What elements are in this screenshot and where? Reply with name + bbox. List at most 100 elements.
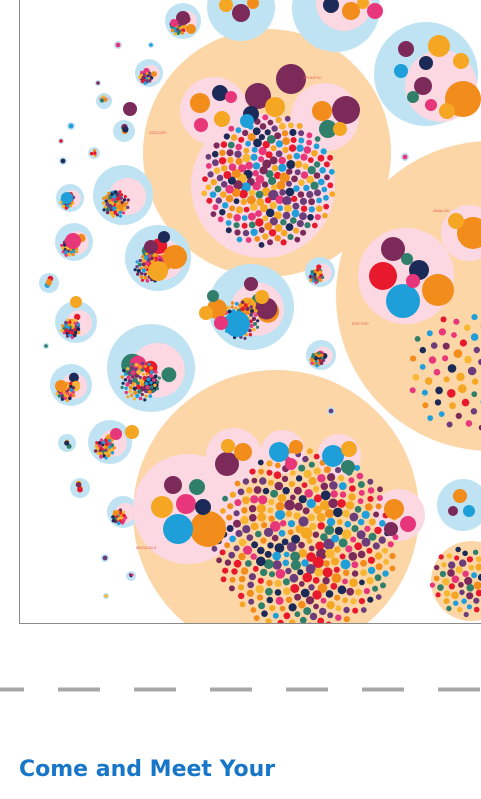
leaf-circle	[228, 125, 235, 132]
leaf-circle	[68, 123, 74, 129]
leaf-circle	[289, 494, 296, 501]
leaf-circle	[207, 290, 219, 302]
leaf-circle	[134, 363, 139, 367]
leaf-circle	[226, 305, 230, 310]
leaf-circle	[306, 139, 312, 146]
leaf-circle	[389, 553, 396, 560]
leaf-circle	[274, 543, 285, 553]
leaf-circle	[149, 43, 153, 47]
leaf-circle	[307, 513, 315, 522]
leaf-circle	[428, 35, 450, 57]
leaf-circle	[289, 440, 303, 454]
leaf-circle	[308, 461, 315, 468]
leaf-circle	[379, 520, 386, 527]
leaf-circle	[101, 201, 106, 205]
leaf-circle	[245, 311, 249, 315]
leaf-circle	[336, 519, 343, 525]
leaf-circle	[245, 140, 252, 147]
leaf-circle	[345, 501, 355, 510]
leaf-circle	[180, 31, 184, 35]
leaf-circle	[470, 408, 478, 415]
leaf-circle	[107, 198, 112, 203]
leaf-circle	[478, 424, 481, 431]
leaf-circle	[249, 514, 257, 522]
leaf-circle	[275, 116, 282, 124]
leaf-circle	[253, 486, 262, 494]
leaf-circle	[303, 469, 312, 479]
leaf-circle	[235, 206, 243, 214]
leaf-circle	[281, 475, 289, 483]
leaf-circle	[130, 393, 134, 397]
leaf-circle	[297, 191, 305, 198]
leaf-circle	[122, 369, 126, 373]
leaf-circle	[295, 475, 303, 482]
leaf-circle	[238, 584, 245, 591]
leaf-circle	[152, 389, 156, 393]
leaf-circle	[339, 491, 347, 498]
leaf-circle	[62, 243, 67, 247]
leaf-circle	[57, 394, 62, 398]
leaf-circle	[406, 274, 420, 288]
leaf-circle	[433, 575, 440, 582]
leaf-circle	[350, 536, 357, 543]
leaf-circle	[268, 176, 277, 186]
leaf-circle	[314, 281, 318, 285]
leaf-circle	[155, 380, 160, 384]
leaf-circle	[151, 496, 173, 518]
leaf-circle	[60, 397, 64, 401]
leaf-circle	[255, 530, 262, 538]
leaf-circle	[448, 213, 464, 229]
leaf-circle	[465, 420, 473, 427]
leaf-circle	[97, 443, 102, 448]
leaf-circle	[258, 495, 268, 505]
leaf-circle	[354, 464, 361, 471]
leaf-circle	[333, 507, 343, 518]
leaf-circle	[248, 333, 253, 337]
leaf-circle	[268, 515, 275, 522]
leaf-circle	[163, 514, 193, 544]
leaf-circle	[250, 153, 258, 161]
leaf-circle	[272, 612, 279, 619]
leaf-circle	[290, 137, 297, 143]
leaf-circle	[112, 446, 116, 450]
leaf-circle	[302, 572, 313, 583]
leaf-circle	[104, 456, 108, 460]
leaf-circle	[225, 185, 234, 194]
leaf-circle	[155, 387, 159, 391]
leaf-circle	[131, 375, 135, 379]
leaf-circle	[119, 206, 124, 212]
leaf-circle	[422, 402, 429, 409]
leaf-circle	[199, 306, 213, 320]
leaf-circle	[307, 214, 314, 221]
leaf-circle	[322, 445, 344, 467]
leaf-circle	[326, 601, 335, 610]
leaf-circle	[351, 561, 359, 569]
leaf-circle	[255, 175, 265, 184]
leaf-circle	[235, 127, 242, 134]
leaf-circle	[225, 227, 232, 234]
leaf-circle	[343, 569, 350, 576]
leaf-circle	[453, 318, 460, 325]
leaf-circle	[269, 201, 277, 210]
leaf-circle	[274, 132, 282, 140]
leaf-circle	[286, 168, 293, 175]
leaf-circle	[240, 114, 254, 128]
leaf-circle	[294, 236, 301, 243]
leaf-circle	[312, 577, 320, 584]
leaf-circle	[466, 584, 475, 592]
leaf-circle	[62, 331, 66, 335]
leaf-circle	[374, 552, 383, 560]
leaf-circle	[69, 384, 73, 389]
leaf-circle	[322, 567, 333, 578]
leaf-circle	[307, 166, 316, 175]
leaf-circle	[141, 372, 145, 376]
leaf-circle	[304, 222, 311, 229]
leaf-circle	[294, 593, 302, 601]
leaf-circle	[255, 210, 262, 217]
leaf-circle	[77, 330, 81, 335]
leaf-circle	[435, 592, 441, 598]
leaf-circle	[126, 205, 130, 209]
leaf-circle	[143, 275, 148, 280]
leaf-circle	[352, 607, 359, 614]
leaf-circle	[298, 464, 306, 472]
